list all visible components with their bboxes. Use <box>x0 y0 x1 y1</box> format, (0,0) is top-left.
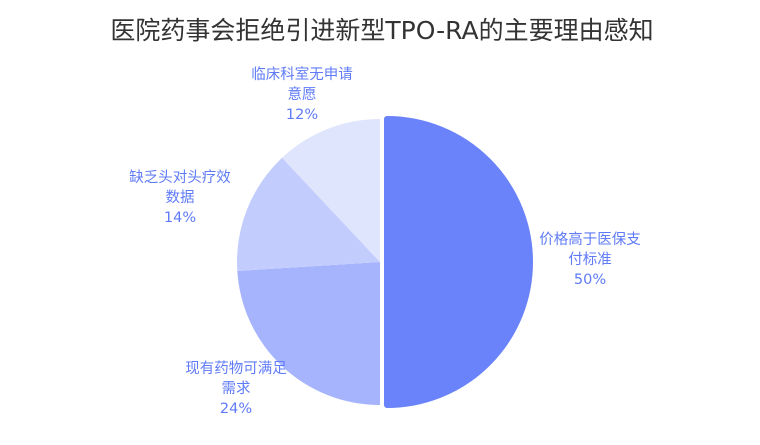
pie-slice-4[interactable] <box>282 119 380 262</box>
pie-slice-2[interactable] <box>237 262 380 405</box>
chart-title: 医院药事会拒绝引进新型TPO-RA的主要理由感知 <box>110 16 654 45</box>
pie-slice-3[interactable] <box>237 157 380 271</box>
slice-label-4: 临床科室无申请意愿 12% <box>251 66 353 123</box>
pie-slice-1[interactable] <box>384 116 533 408</box>
slice-label-1: 价格高于医保支付标准 50% <box>539 231 641 288</box>
slice-label-2: 现有药物可满足需求 24% <box>185 360 287 417</box>
slice-label-3: 缺乏头对头疗效数据 14% <box>129 169 231 226</box>
